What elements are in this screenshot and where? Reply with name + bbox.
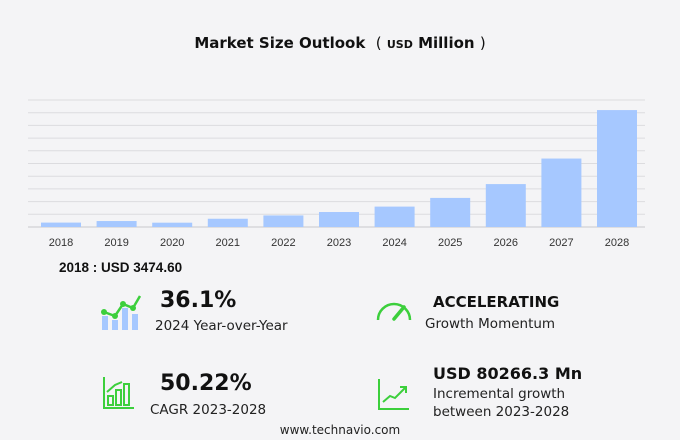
bar-2028 [597, 110, 637, 227]
x-tick-label: 2022 [271, 237, 295, 249]
bar-2018 [41, 222, 81, 227]
bar-2025 [430, 197, 471, 227]
momentum-label: Growth Momentum [425, 316, 556, 332]
yoy-label: 2024 Year-over-Year [155, 318, 288, 334]
x-tick-label: 2018 [49, 237, 73, 249]
bar-2027 [541, 158, 582, 227]
x-tick-label: 2019 [104, 237, 128, 249]
x-tick-label: 2023 [327, 237, 351, 249]
growth-chart-icon [101, 295, 142, 330]
x-tick-label: 2027 [549, 237, 573, 249]
bar-2020 [152, 222, 193, 227]
x-tick-label: 2021 [216, 237, 240, 249]
bar-2019 [96, 221, 137, 227]
bar-2024 [374, 206, 415, 227]
chart-annotation: 2018 : USD 3474.60 [59, 260, 183, 275]
chart-title: Market Size Outlook ( USD Million ) [194, 34, 486, 52]
x-tick-label: 2020 [160, 237, 184, 249]
bar-2022 [263, 215, 304, 227]
x-tick-label: 2024 [382, 237, 406, 249]
x-tick-label: 2025 [438, 237, 462, 249]
bar-2021 [207, 218, 248, 227]
trend-line-icon [378, 379, 409, 410]
footer-source: www.technavio.com [279, 423, 401, 437]
momentum-value: ACCELERATING [433, 293, 560, 311]
x-tick-label: 2028 [605, 237, 629, 249]
speedometer-icon [376, 302, 412, 321]
yoy-value: 36.1% [160, 288, 237, 313]
bar-growth-icon [103, 377, 134, 409]
x-tick-label: 2026 [494, 237, 518, 249]
bar-chart: 2018 2019 2020 2021 2022 2023 2024 2025 2026 2027… [28, 99, 645, 249]
bar-2026 [485, 184, 526, 227]
cagr-label: CAGR 2023-2028 [150, 402, 267, 418]
cagr-value: 50.22% [160, 371, 252, 396]
incremental-label-1: Incremental growth [433, 386, 566, 402]
incremental-label-2: between 2023-2028 [433, 404, 570, 420]
incremental-value: USD 80266.3 Mn [433, 364, 583, 383]
bar-2023 [319, 212, 359, 227]
